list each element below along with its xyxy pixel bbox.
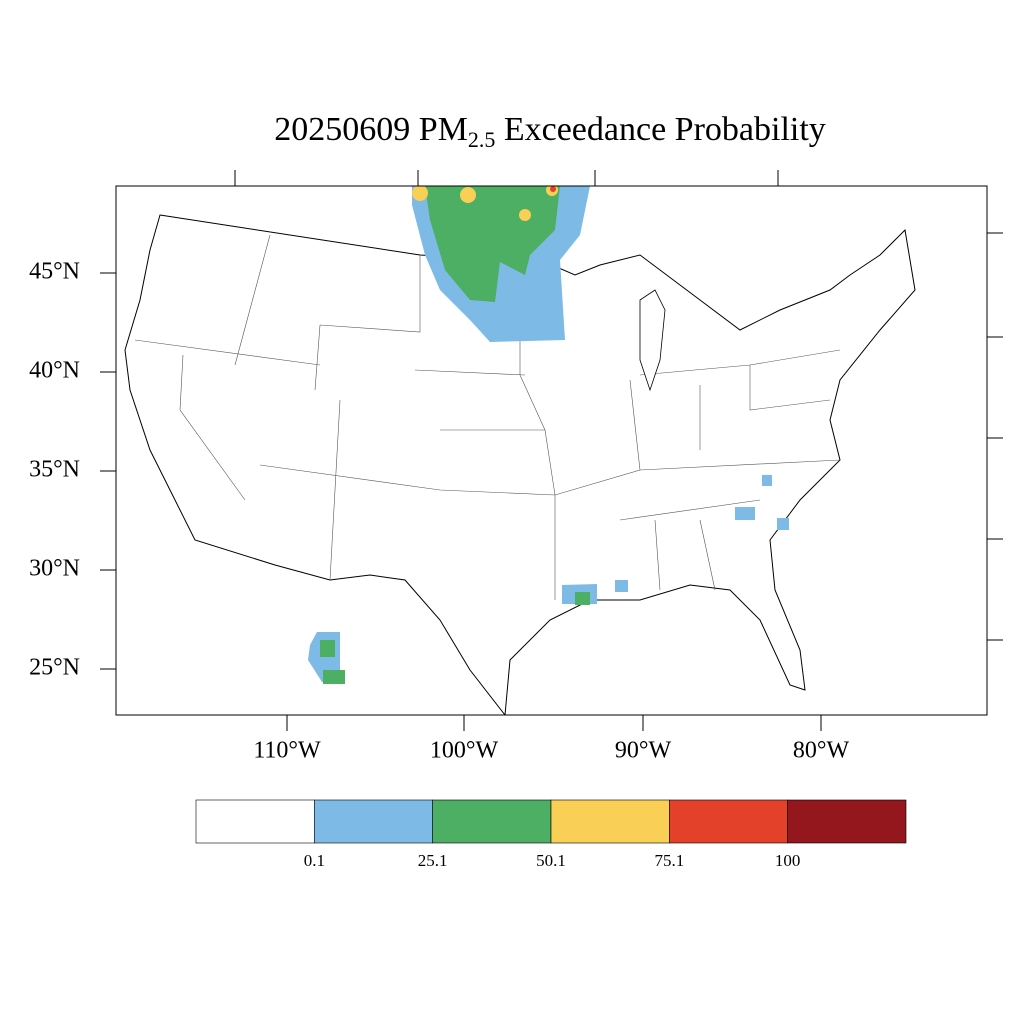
smoke-high [412, 186, 428, 201]
smoke-high [519, 209, 531, 221]
lat-label: 45°N [29, 259, 80, 285]
colorbar-label: 25.1 [418, 851, 448, 870]
title-date: 20250609 [274, 111, 410, 148]
state-lines [134, 234, 841, 600]
axis-labels: 45°N 40°N 35°N 30°N 25°N 110°W 100°W 90°W 80°W [29, 259, 849, 764]
colorbar-box [195, 799, 315, 844]
colorbar-label: 50.1 [536, 851, 566, 870]
map [100, 170, 1003, 731]
lake-michigan [639, 289, 666, 392]
lat-label: 30°N [29, 556, 80, 582]
colorbar-box [314, 799, 433, 844]
colorbar-label: 100 [775, 851, 801, 870]
colorbar: 0.1 25.1 50.1 75.1 100 [195, 799, 907, 870]
map-title: 20250609 PM2.5 Exceedance Probability [274, 111, 826, 152]
colorbar-box [550, 799, 670, 844]
map-frame [115, 185, 988, 716]
smoke-high [460, 187, 476, 203]
smoke-top [550, 186, 556, 192]
land-outline [124, 214, 916, 715]
title-subscript: 2.5 [468, 127, 496, 152]
lat-label: 25°N [29, 655, 80, 681]
tick-marks [100, 170, 1003, 731]
colorbar-label: 0.1 [304, 851, 325, 870]
title-species: PM [419, 111, 468, 148]
colorbar-label: 75.1 [654, 851, 684, 870]
lon-label: 80°W [793, 738, 850, 764]
lon-label: 100°W [430, 738, 499, 764]
colorbar-box [787, 799, 907, 844]
colorbar-box [432, 799, 552, 844]
colorbar-box [669, 799, 788, 844]
lon-label: 110°W [253, 738, 321, 764]
title-rest: Exceedance Probability [504, 111, 826, 148]
lat-label: 35°N [29, 457, 80, 483]
lat-label: 40°N [29, 358, 80, 384]
lon-label: 90°W [615, 738, 672, 764]
